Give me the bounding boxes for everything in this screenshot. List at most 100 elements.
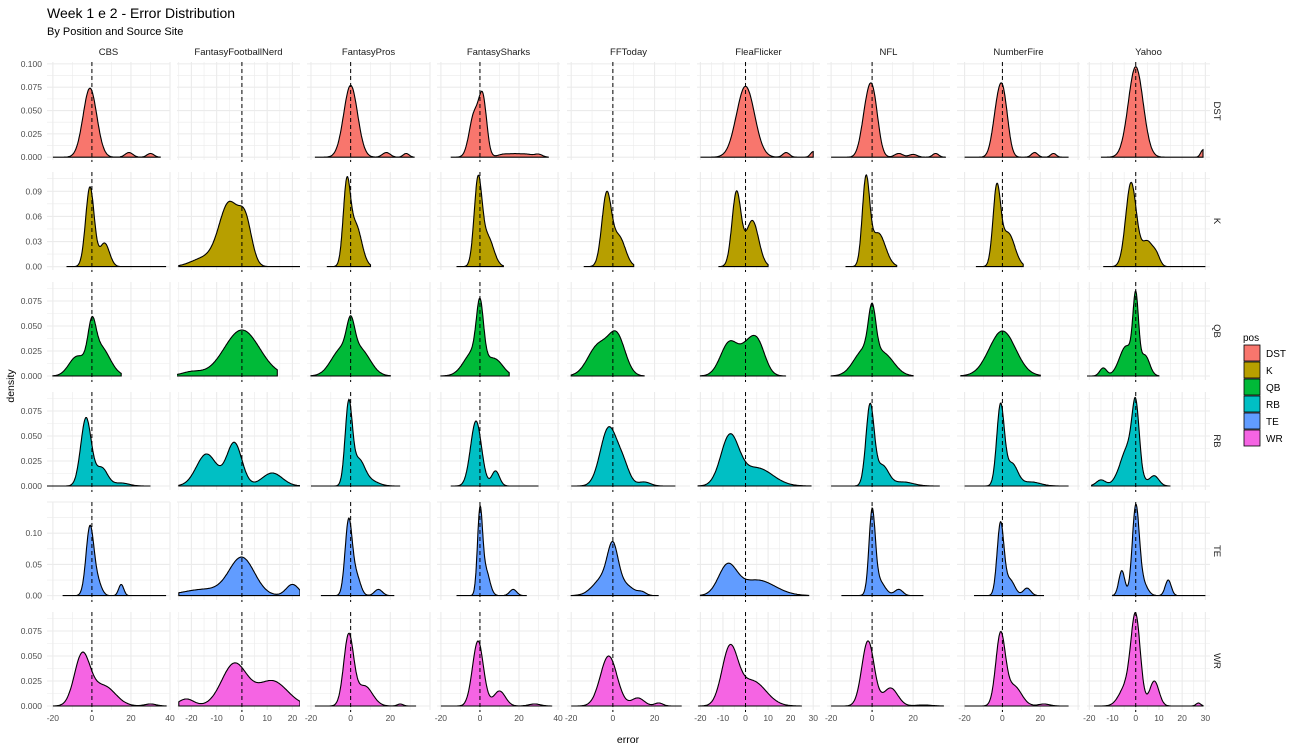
y-tick-label: 0.050 (21, 321, 43, 331)
x-tick-label: -20 (694, 713, 707, 723)
density-area-qb (440, 297, 510, 377)
panel-te-fleaflicker (697, 501, 820, 602)
x-tick-label: 0 (610, 713, 615, 723)
strip-label-yahoo: Yahoo (1135, 47, 1162, 58)
density-area-rb (964, 402, 1069, 487)
x-tick-label: -20 (825, 713, 838, 723)
density-area-k (178, 200, 300, 268)
x-tick-label: -10 (1106, 713, 1119, 723)
strip-label-fleaflicker: FleaFlicker (735, 47, 781, 58)
facet-panels: CBS FantasyFootballNerd FantasyPros Fantasy… (21, 47, 1222, 723)
y-tick-label: 0.000 (21, 481, 43, 491)
legend-key-wr (1243, 429, 1261, 447)
x-tick-label: 20 (288, 713, 298, 723)
panel-wr-fleaflicker: -20 -10 0 10 20 30 (694, 612, 820, 723)
row-strip-label-te: TE (1211, 545, 1222, 557)
y-tick-label: 0.03 (25, 237, 42, 247)
density-area-wr (440, 640, 553, 707)
x-tick-label: 20 (126, 713, 136, 723)
chart-title: Week 1 e 2 - Error Distribution (47, 5, 235, 21)
density-area-te (178, 556, 300, 597)
y-tick-label: 0.000 (21, 371, 43, 381)
legend-key-rb (1243, 395, 1261, 413)
density-area-dst (831, 82, 946, 158)
panel-qb-numberfire (957, 282, 1080, 382)
density-area-wr (314, 632, 417, 707)
panel-qb-fantasypros (307, 282, 431, 382)
panel-rb-fleaflicker (697, 392, 820, 492)
legend-label-te: TE (1266, 417, 1279, 428)
legend-key-dst (1243, 344, 1261, 362)
density-area-qb (570, 330, 645, 377)
density-area-wr (964, 630, 1069, 707)
x-tick-label: 0 (870, 713, 875, 723)
x-tick-label: -20 (185, 713, 198, 723)
panel-dst-fftoday (567, 62, 690, 162)
density-area-dst (314, 84, 415, 158)
x-tick-label: 0 (1133, 713, 1138, 723)
x-tick-label: 0 (90, 713, 95, 723)
x-tick-label: 20 (1036, 713, 1046, 723)
x-tick-label: 10 (763, 713, 773, 723)
x-tick-label: 10 (262, 713, 272, 723)
panel-dst-fantasypros (307, 62, 431, 162)
panel-k-numberfire (957, 172, 1080, 272)
y-tick-label: 0.050 (21, 431, 43, 441)
legend-key-k (1243, 361, 1261, 379)
density-area-te (456, 504, 527, 597)
density-area-dst (52, 87, 161, 158)
panel-te-fantasypros (307, 501, 431, 602)
panel-dst-numberfire (957, 62, 1080, 162)
x-tick-label: -20 (1083, 713, 1096, 723)
legend-key-te (1243, 412, 1261, 430)
x-tick-label: -20 (565, 713, 578, 723)
legend-label-qb: QB (1266, 383, 1281, 394)
y-tick-label: 0.00 (25, 591, 42, 601)
strip-label-fantasyfootballnerd: FantasyFootballNerd (194, 47, 282, 58)
panel-k-cbs: 0.00 0.03 0.06 0.09 (25, 172, 171, 272)
panel-wr-fantasypros: -20 0 20 (305, 612, 431, 723)
density-area-te (974, 520, 1044, 597)
panel-rb-fantasypros (307, 392, 431, 492)
y-tick-label: 0.00 (25, 262, 42, 272)
density-area-qb (699, 334, 787, 377)
density-area-wr (831, 640, 944, 707)
panel-dst-cbs: 0.000 0.025 0.050 0.075 0.100 (21, 59, 171, 162)
x-tick-label: 30 (808, 713, 818, 723)
density-area-k (845, 174, 898, 268)
x-tick-label: 20 (386, 713, 396, 723)
density-area-k (326, 175, 372, 268)
panel-wr-cbs: 0.000 0.025 0.050 0.075 -20 0 20 40 (21, 612, 175, 723)
x-tick-label: 40 (165, 713, 175, 723)
panel-dst-fantasysharks (437, 62, 560, 162)
density-area-dst (450, 90, 549, 158)
density-area-te (62, 524, 167, 597)
x-tick-label: 10 (1154, 713, 1164, 723)
y-tick-label: 0.075 (21, 82, 43, 92)
panel-rb-fantasysharks (437, 392, 560, 492)
y-tick-label: 0.025 (21, 676, 43, 686)
panel-te-fantasyfootballnerd (177, 501, 300, 602)
legend: pos DST K QB RB TE WR (1243, 333, 1286, 447)
panel-qb-nfl (827, 282, 950, 382)
x-tick-label: -10 (211, 713, 224, 723)
legend-label-wr: WR (1266, 434, 1283, 445)
panel-rb-numberfire (957, 392, 1080, 492)
y-tick-label: 0.025 (21, 346, 43, 356)
row-strip-label-dst: DST (1211, 102, 1222, 121)
panel-rb-fantasyfootballnerd (177, 392, 300, 492)
x-tick-label: 0 (1000, 713, 1005, 723)
x-tick-label: 20 (650, 713, 660, 723)
density-area-qb (1087, 289, 1160, 377)
strip-label-numberfire: NumberFire (993, 47, 1043, 58)
y-axis-label: density (5, 369, 17, 403)
panel-wr-fantasysharks: -20 0 20 40 (435, 612, 563, 723)
density-area-rb (571, 426, 676, 487)
y-tick-label: 0.10 (25, 528, 42, 538)
x-tick-label: 0 (348, 713, 353, 723)
panel-qb-cbs: 0.000 0.025 0.050 0.075 (21, 282, 171, 382)
chart-subtitle: By Position and Source Site (47, 26, 183, 38)
panel-te-cbs: 0.00 0.05 0.10 (25, 501, 171, 602)
y-tick-label: 0.05 (25, 559, 42, 569)
legend-title: pos (1243, 333, 1259, 344)
